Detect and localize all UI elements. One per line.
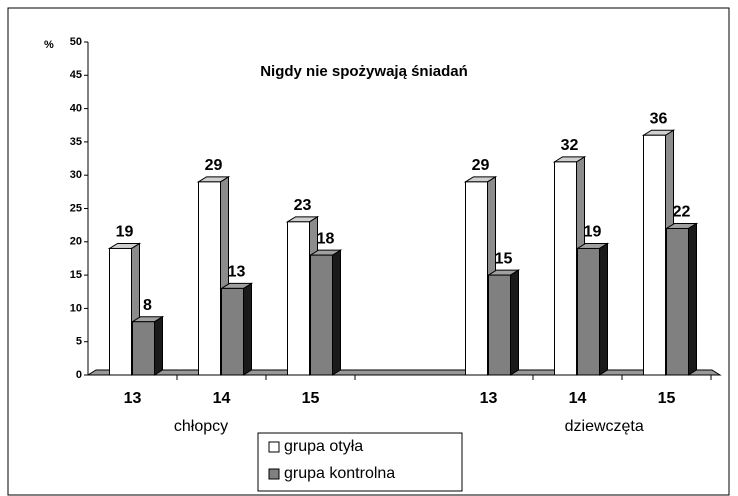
data-label: 29	[472, 157, 490, 174]
y-tick-label: 25	[70, 202, 82, 214]
y-tick-label: 20	[70, 236, 82, 248]
bar-front	[554, 161, 577, 376]
chart-title: Nigdy nie spożywają śniadań	[260, 63, 468, 80]
x-tick-label: 13	[124, 390, 142, 407]
x-tick-label: 15	[658, 390, 676, 407]
legend	[257, 432, 463, 492]
y-tick-label: 50	[70, 36, 82, 48]
legend-label: grupa kontrolna	[284, 465, 395, 482]
bar-side	[510, 269, 519, 376]
y-tick-label: 35	[70, 136, 82, 148]
bar-front	[666, 227, 689, 376]
legend-swatch	[268, 468, 280, 480]
bar-front	[287, 221, 310, 376]
x-tick-label: 13	[480, 390, 498, 407]
x-tick-label: 14	[569, 390, 587, 407]
bar-front	[577, 247, 600, 376]
bar-front	[109, 247, 132, 376]
bar-side	[599, 242, 608, 376]
data-label: 23	[294, 197, 312, 214]
data-label: 15	[495, 250, 513, 267]
bar	[107, 242, 142, 376]
bar-front	[488, 274, 511, 376]
bar-front	[198, 181, 221, 376]
y-tick-label: 40	[70, 103, 82, 115]
bar-side	[243, 282, 252, 376]
floor	[86, 369, 722, 376]
y-tick-label: 30	[70, 169, 82, 181]
x-tick-label: 14	[213, 390, 231, 407]
x-tick-label: 15	[302, 390, 320, 407]
data-label: 36	[650, 110, 668, 127]
bar-side	[154, 315, 163, 376]
bar-front	[221, 287, 244, 376]
bar	[486, 269, 521, 376]
data-label: 19	[116, 224, 134, 241]
y-tick-label: 5	[76, 336, 82, 348]
data-label: 18	[317, 230, 335, 247]
bar	[219, 282, 254, 376]
bar-front	[132, 321, 155, 376]
bar-side	[688, 222, 697, 376]
y-axis-label: %	[44, 39, 54, 51]
group-label: dziewczęta	[565, 418, 644, 435]
data-label: 29	[205, 157, 223, 174]
data-label: 19	[584, 224, 602, 241]
y-tick-label: 45	[70, 69, 82, 81]
bar	[664, 222, 699, 376]
y-tick-label: 10	[70, 302, 82, 314]
data-label: 13	[228, 264, 246, 281]
bar	[308, 249, 343, 376]
bar	[130, 315, 165, 376]
legend-label: grupa otyła	[284, 438, 363, 455]
data-label: 32	[561, 137, 579, 154]
bar-front	[643, 134, 666, 376]
bar-front	[465, 181, 488, 376]
y-tick-label: 15	[70, 269, 82, 281]
y-tick-label: 0	[76, 369, 82, 381]
data-label: 22	[673, 204, 691, 221]
legend-swatch	[268, 441, 280, 453]
group-label: chłopcy	[174, 418, 228, 435]
bar-side	[332, 249, 341, 376]
bar	[575, 242, 610, 376]
bar-front	[310, 254, 333, 376]
data-label: 8	[143, 297, 152, 314]
